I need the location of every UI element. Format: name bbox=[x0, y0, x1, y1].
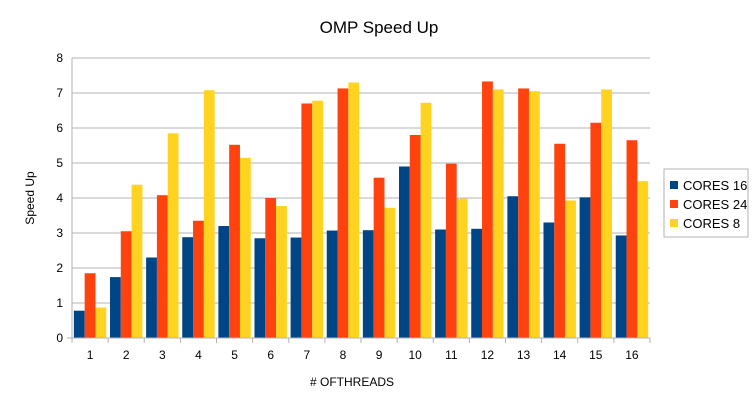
bar-cores-8-7 bbox=[312, 100, 324, 338]
legend-label: CORES 8 bbox=[683, 216, 740, 231]
bar-cores-24-15 bbox=[590, 122, 602, 338]
x-tick-label: 7 bbox=[303, 348, 310, 362]
x-tick-label: 3 bbox=[159, 348, 166, 362]
bar-cores-16-8 bbox=[326, 230, 338, 338]
bar-cores-24-12 bbox=[482, 81, 493, 338]
bar-cores-8-6 bbox=[276, 206, 287, 338]
x-tick-label: 11 bbox=[445, 348, 458, 362]
bar-cores-16-13 bbox=[507, 196, 519, 338]
y-tick-label: 6 bbox=[56, 121, 63, 135]
bar-cores-16-10 bbox=[398, 166, 410, 338]
x-axis-title: # OFTHREADS bbox=[310, 375, 394, 389]
x-tick-label: 10 bbox=[409, 348, 423, 362]
bar-cores-16-14 bbox=[543, 222, 555, 338]
bar-cores-24-9 bbox=[373, 177, 385, 338]
bar-cores-8-3 bbox=[167, 133, 179, 338]
bar-cores-8-1 bbox=[95, 307, 107, 338]
x-tick-label: 16 bbox=[625, 348, 639, 362]
legend-swatch bbox=[670, 219, 678, 227]
legend-swatch bbox=[670, 200, 678, 208]
bar-cores-24-14 bbox=[554, 143, 566, 338]
bar-cores-8-15 bbox=[601, 89, 613, 338]
x-tick-label: 2 bbox=[123, 348, 130, 362]
bar-cores-8-14 bbox=[565, 200, 576, 338]
legend-label: CORES 24 bbox=[683, 197, 747, 212]
bar-cores-16-7 bbox=[290, 237, 302, 338]
bar-cores-16-3 bbox=[146, 257, 157, 338]
bar-cores-16-1 bbox=[73, 310, 85, 338]
x-tick-label: 12 bbox=[481, 348, 495, 362]
legend-swatch bbox=[670, 181, 678, 189]
bar-cores-24-11 bbox=[445, 163, 457, 338]
bar-cores-24-13 bbox=[518, 88, 529, 338]
x-tick-label: 4 bbox=[195, 348, 202, 362]
bar-cores-24-7 bbox=[301, 103, 313, 338]
bar-cores-8-10 bbox=[420, 102, 432, 338]
legend: CORES 16 CORES 24 CORES 8 bbox=[663, 168, 749, 238]
bar-cores-8-8 bbox=[348, 82, 360, 338]
bar-cores-16-6 bbox=[254, 238, 266, 338]
axes bbox=[67, 58, 651, 343]
x-tick-label: 15 bbox=[589, 348, 603, 362]
y-tick-label: 8 bbox=[56, 51, 63, 65]
bar-cores-24-6 bbox=[265, 198, 277, 338]
bar-cores-24-16 bbox=[626, 140, 638, 338]
bar-cores-16-5 bbox=[218, 226, 230, 338]
x-tick-label: 8 bbox=[340, 348, 347, 362]
y-tick-label: 5 bbox=[56, 156, 63, 170]
x-tick-label: 1 bbox=[87, 348, 94, 362]
bar-cores-16-9 bbox=[362, 230, 374, 338]
bar-cores-8-11 bbox=[456, 198, 468, 338]
chart-title: OMP Speed Up bbox=[320, 18, 439, 37]
bar-cores-8-2 bbox=[131, 184, 143, 338]
bar-cores-8-9 bbox=[384, 207, 396, 338]
bar-cores-8-13 bbox=[528, 91, 540, 338]
bar-cores-16-16 bbox=[615, 235, 627, 338]
bar-cores-16-11 bbox=[435, 229, 446, 338]
x-tick-label: 14 bbox=[553, 348, 567, 362]
x-tick-label: 13 bbox=[517, 348, 531, 362]
y-tick-label: 2 bbox=[56, 261, 63, 275]
x-tick-label: 5 bbox=[231, 348, 238, 362]
bar-cores-16-15 bbox=[579, 197, 591, 338]
bar-cores-24-10 bbox=[409, 135, 421, 338]
y-tick-label: 7 bbox=[56, 86, 63, 100]
bar-cores-24-1 bbox=[84, 273, 96, 338]
y-tick-label: 3 bbox=[56, 226, 63, 240]
x-tick-label: 9 bbox=[376, 348, 383, 362]
bar-cores-24-8 bbox=[337, 88, 349, 338]
bar-cores-16-2 bbox=[109, 277, 121, 338]
y-tick-label: 4 bbox=[56, 191, 63, 205]
bar-cores-24-2 bbox=[120, 231, 132, 338]
bar-cores-24-4 bbox=[193, 220, 204, 338]
y-tick-label: 0 bbox=[56, 331, 63, 345]
y-axis-title: Speed Up bbox=[23, 171, 37, 225]
bar-cores-8-5 bbox=[239, 157, 251, 338]
bar-cores-16-12 bbox=[471, 228, 483, 338]
legend-label: CORES 16 bbox=[683, 178, 747, 193]
bar-cores-8-16 bbox=[637, 181, 649, 338]
bar-cores-8-12 bbox=[492, 89, 504, 338]
bar-cores-16-4 bbox=[182, 237, 194, 338]
bar-cores-8-4 bbox=[203, 90, 215, 338]
x-tick-label: 6 bbox=[267, 348, 274, 362]
bar-cores-24-5 bbox=[229, 144, 240, 338]
bars bbox=[73, 81, 649, 338]
bar-cores-24-3 bbox=[156, 195, 168, 338]
y-tick-label: 1 bbox=[56, 296, 63, 310]
